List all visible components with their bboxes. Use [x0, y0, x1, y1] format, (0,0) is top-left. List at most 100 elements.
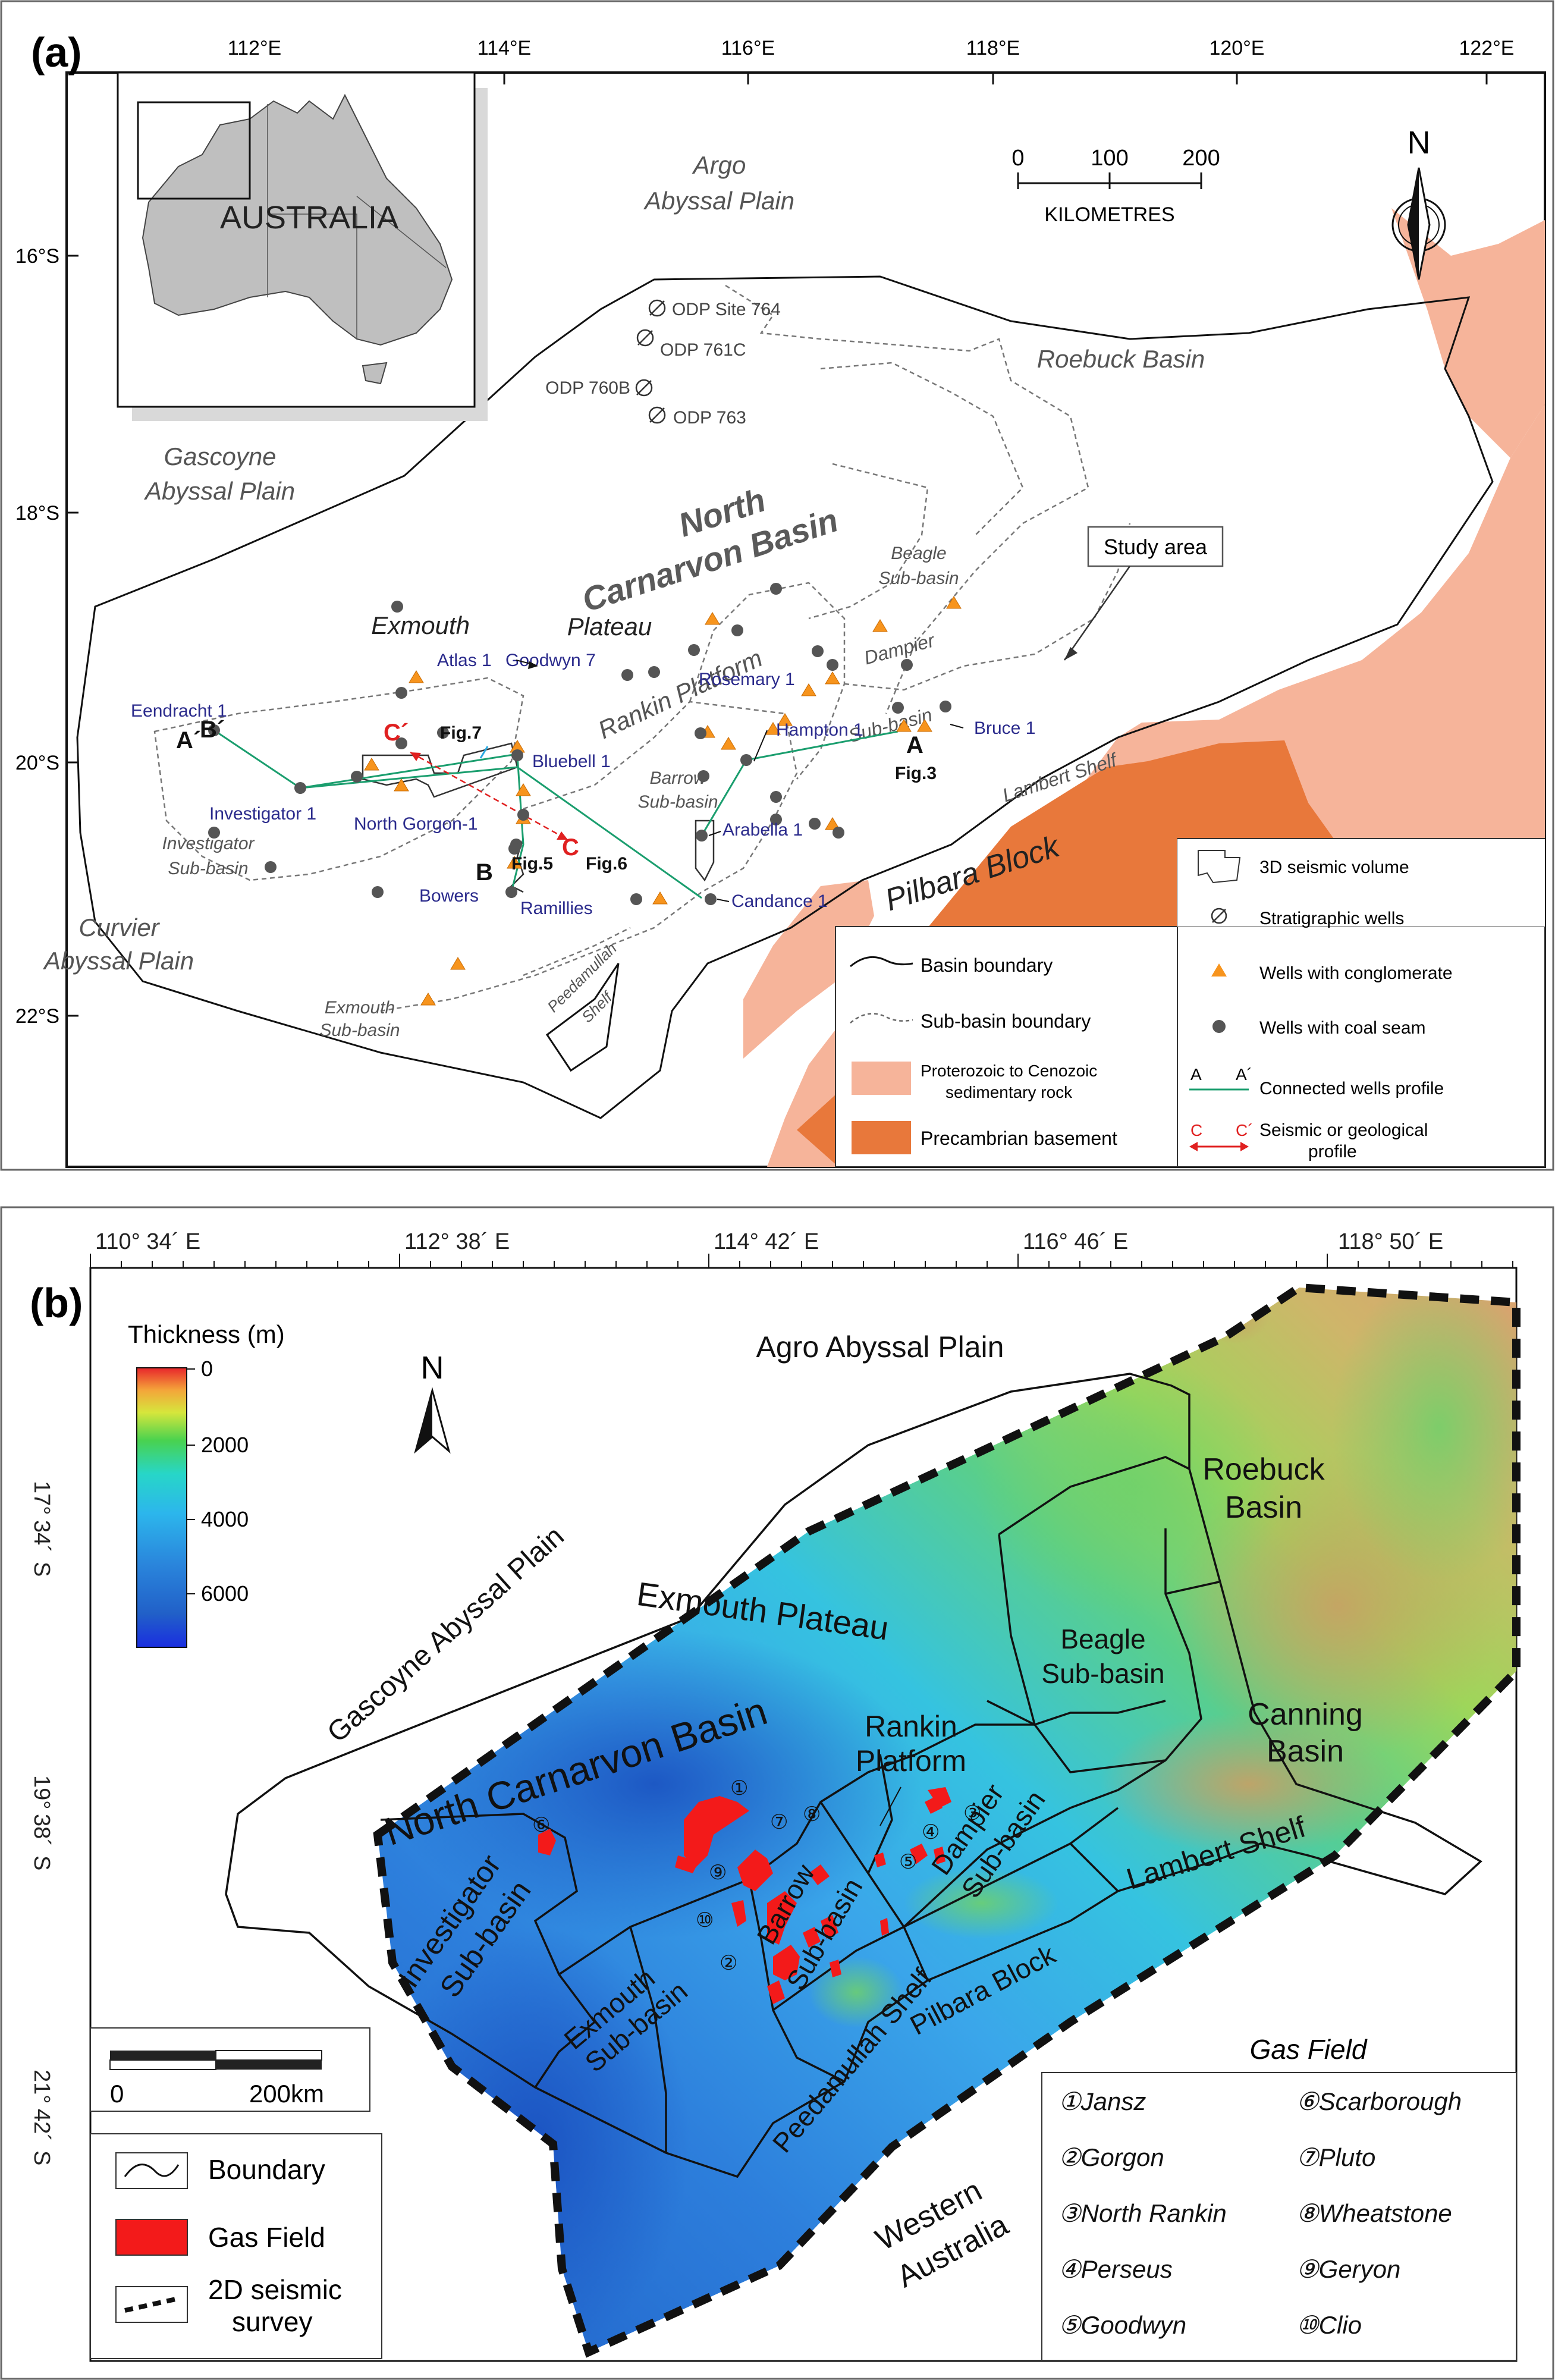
conglomerate-well-icon	[364, 758, 379, 771]
field-marker: ⑦	[770, 1811, 788, 1833]
region-label: Basin	[1267, 1734, 1344, 1769]
conglomerate-well-icon	[420, 993, 436, 1006]
fig-ref: Fig.5	[511, 854, 553, 874]
lat-tick-label: 38´	[29, 1814, 54, 1847]
gas-field-name: ③North Rankin	[1058, 2199, 1227, 2227]
scale-bar-a: 0 100 200 KILOMETRES	[1011, 146, 1220, 226]
boundary-line	[819, 1801, 929, 1981]
coal-well-icon	[705, 893, 717, 905]
gas-field-markers: ① ② ③ ④ ⑤ ⑥ ⑦ ⑧ ⑨ ⑩	[532, 1777, 981, 1974]
panel-b: (b) 110° 34´ E 112° 38´ E 114° 42´ E 116…	[0, 1206, 1554, 2380]
scale-unit: KILOMETRES	[1044, 203, 1174, 226]
coal-well-icon	[695, 727, 706, 739]
boundary-line	[225, 1373, 1482, 2178]
scale-left: 0	[110, 2080, 124, 2108]
legend-b: Boundary Gas Field 2D seismic survey	[90, 2133, 382, 2359]
region-label: Basin	[1225, 1490, 1302, 1525]
legend-item: 2D seismic	[208, 2274, 342, 2305]
legend-item: Connected wells profile	[1259, 1079, 1444, 1098]
well-label-arrows	[516, 660, 964, 902]
legend-item: Stratigraphic wells	[1259, 909, 1404, 928]
gas-field-name: ②Gorgon	[1058, 2143, 1164, 2171]
study-area-label: Study area	[1104, 535, 1208, 559]
coal-well-icon	[770, 791, 782, 803]
coal-well-icon	[395, 737, 407, 749]
legend-symbol: C´	[1236, 1121, 1254, 1139]
well-label: Rosemary 1	[699, 670, 795, 689]
conglomerate-well-icon	[409, 670, 424, 683]
well-label: Bowers	[419, 886, 479, 906]
boundary-line	[1069, 1842, 1119, 1892]
coal-well-icon	[437, 727, 449, 739]
coal-well-icon	[208, 724, 220, 736]
sediment-area-ne	[1391, 208, 1545, 458]
coal-well-icon	[395, 687, 407, 699]
state-borders	[267, 104, 447, 339]
tasmania-outline	[362, 362, 388, 385]
gas-field-polygon	[767, 1891, 797, 1945]
panel-b-outer-frame	[0, 1206, 1554, 2380]
profile-letter: B	[476, 859, 493, 886]
fig-ref: Fig.3	[895, 764, 937, 783]
lat-tick-label: S	[29, 2150, 54, 2165]
well-label: Bruce 1	[974, 718, 1035, 738]
coal-well-icon	[391, 601, 403, 613]
region-label: Sub-basin	[637, 792, 718, 812]
gas-field-polygon	[767, 1980, 785, 2004]
well-label: Arabella 1	[722, 820, 803, 840]
gas-field-name: ⑥Scarborough	[1296, 2087, 1462, 2115]
compass-icon: N	[1391, 125, 1446, 280]
panel-a-lat-ticks: 16°S 18°S 20°S 22°S	[15, 245, 78, 1028]
field-marker: ⑨	[709, 1861, 727, 1884]
odp-label: ODP Site 764	[672, 300, 781, 319]
region-label: Argo	[692, 151, 746, 179]
field-marker: ②	[720, 1952, 737, 1974]
region-label: Roebuck Basin	[1037, 345, 1205, 373]
well-label: Candance 1	[731, 891, 828, 911]
conglomerate-well-icon	[507, 856, 522, 869]
profile-line-b3	[510, 755, 524, 893]
coal-well-icon	[740, 754, 752, 766]
coal-well-icon	[812, 645, 824, 657]
fig-ref: Fig.7	[440, 723, 482, 743]
odp-label: ODP 760B	[545, 378, 630, 398]
scale-tick: 100	[1091, 146, 1128, 171]
odp-label: ODP 761C	[660, 340, 746, 360]
region-label: Plateau	[567, 613, 652, 640]
profile-letter: C	[562, 834, 579, 861]
region-label: Investigator	[162, 834, 255, 853]
gas-field-name: ⑧Wheatstone	[1296, 2199, 1452, 2227]
panel-a-label: (a)	[31, 29, 82, 76]
gas-field-polygon	[830, 1960, 841, 1977]
boundary-line	[987, 1700, 1166, 1726]
gas-field-name: ⑤Goodwyn	[1058, 2311, 1186, 2339]
coal-well-icon	[940, 701, 951, 712]
conglomerate-well-icon	[825, 817, 840, 830]
conglomerate-well-icon	[652, 891, 668, 905]
region-label: Agro Abyssal Plain	[756, 1330, 1004, 1364]
well-label: Eendracht 1	[131, 701, 227, 721]
lat-tick-label: 18°S	[15, 502, 59, 525]
lon-tick-label: 112° 38´ E	[404, 1229, 510, 1254]
stratigraphic-well-icon	[648, 406, 666, 424]
conglomerate-well-icon	[705, 612, 720, 625]
conglomerate-well-icon	[721, 737, 736, 750]
gas-field-polygon	[773, 1945, 800, 1980]
lon-tick-label: 118° 50´ E	[1338, 1229, 1443, 1254]
boundary-line	[772, 1807, 1119, 2011]
legend-symbol: A	[1190, 1065, 1202, 1084]
panel-b-label: (b)	[30, 1280, 83, 1326]
panel-b-lon-labels: 110° 34´ E 112° 38´ E 114° 42´ E 116° 46…	[95, 1229, 1443, 1254]
coal-well-icon	[698, 770, 709, 782]
gas-field-polygon	[809, 1864, 830, 1885]
legend-item: Wells with coal seam	[1259, 1018, 1426, 1038]
coal-well-icon	[265, 861, 277, 873]
conglomerate-well-icon	[777, 713, 793, 726]
scale-tick: 0	[1011, 146, 1024, 171]
boundary-line	[558, 1723, 1035, 1976]
conglomerate-well-icon	[946, 596, 962, 609]
well-label: Investigator 1	[209, 804, 316, 824]
field-marker: ①	[730, 1777, 748, 1800]
lat-tick-label: 22°S	[15, 1005, 59, 1028]
coal-well-icon	[827, 659, 838, 671]
